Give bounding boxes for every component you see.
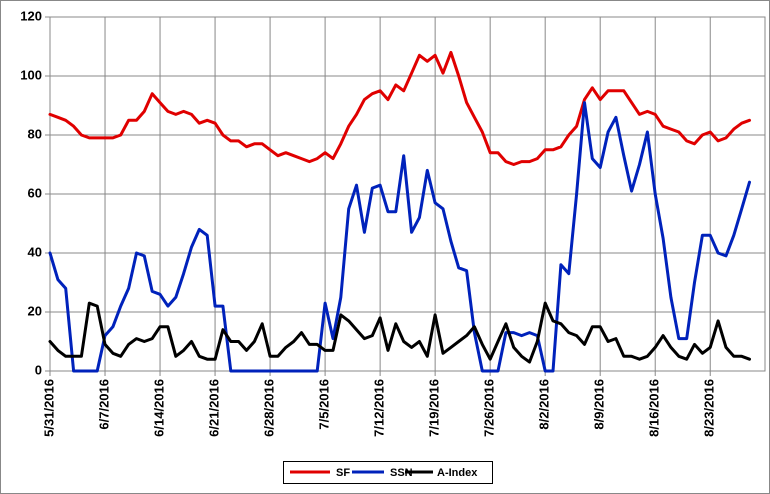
x-tick-label: 6/14/2016: [151, 379, 166, 437]
x-tick-label: 6/21/2016: [206, 379, 221, 437]
y-tick-label: 120: [20, 8, 42, 23]
y-tick-label: 0: [35, 362, 42, 377]
x-tick-label: 7/26/2016: [482, 379, 497, 437]
y-tick-label: 60: [28, 185, 42, 200]
x-tick-label: 6/7/2016: [96, 379, 111, 430]
x-tick-label: 7/19/2016: [427, 379, 442, 437]
x-tick-label: 7/5/2016: [317, 379, 332, 430]
x-tick-label: 7/12/2016: [372, 379, 387, 437]
x-tick-label: 5/31/2016: [41, 379, 56, 437]
legend-label: SSN: [390, 467, 413, 479]
legend-box: [283, 461, 493, 484]
y-tick-label: 100: [20, 67, 42, 82]
series-line: [48, 101, 751, 373]
legend-label: A-Index: [437, 467, 478, 479]
legend-label: SF: [336, 467, 350, 479]
x-tick-label: 8/9/2016: [592, 379, 607, 430]
y-tick-label: 40: [28, 244, 42, 259]
x-tick-label: 6/28/2016: [262, 379, 277, 437]
y-tick-label: 20: [28, 303, 42, 318]
x-tick-label: 8/2/2016: [537, 379, 552, 430]
series-line: [48, 301, 751, 364]
series-line: [48, 50, 751, 166]
y-tick-label: 80: [28, 126, 42, 141]
x-tick-label: 8/23/2016: [702, 379, 717, 437]
x-tick-label: 8/16/2016: [647, 379, 662, 437]
